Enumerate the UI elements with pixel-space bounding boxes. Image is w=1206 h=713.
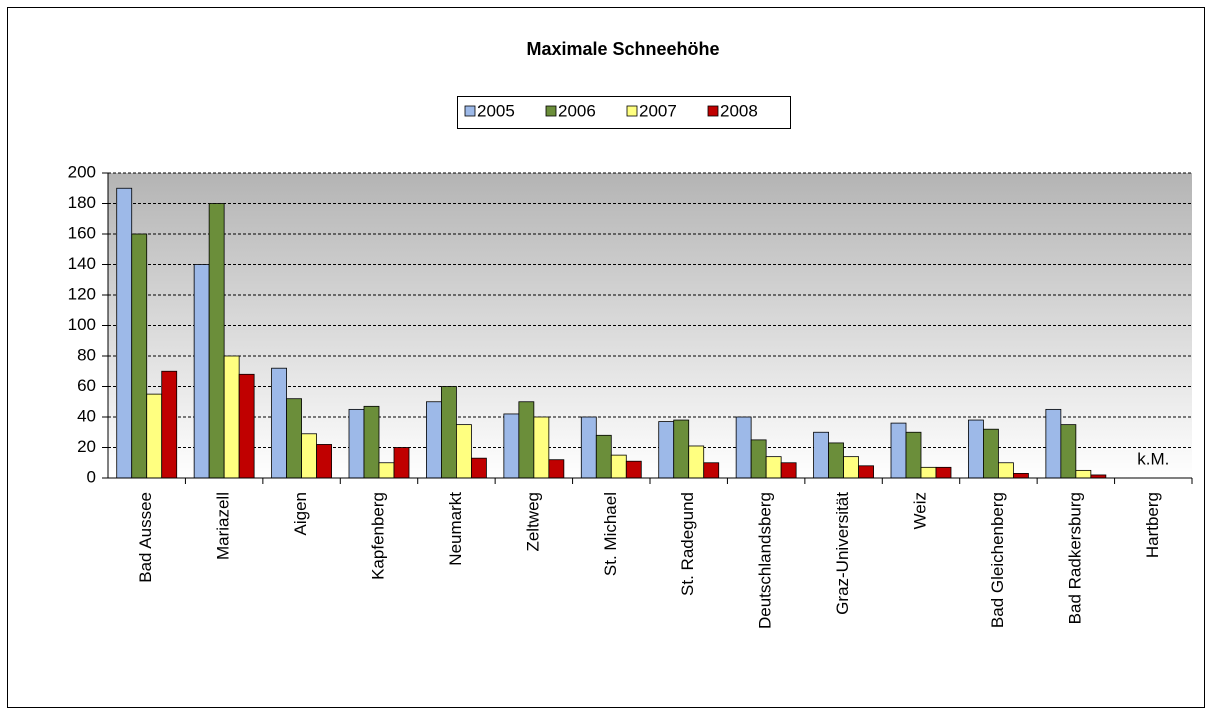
- bar: [735, 416, 752, 479]
- bar: [301, 433, 317, 479]
- x-tick-label: Bad Radkersburg: [1065, 492, 1084, 624]
- bar: [348, 408, 365, 479]
- x-tick-label: Mariazell: [214, 492, 233, 560]
- legend-label: 2005: [477, 101, 515, 120]
- x-tick-label: Aigen: [291, 492, 310, 535]
- bar: [208, 203, 225, 479]
- legend-swatch: [545, 105, 557, 117]
- bar: [780, 462, 797, 479]
- y-tick-label: 120: [68, 284, 96, 303]
- bar: [813, 431, 829, 479]
- annotation: k.M.: [1137, 449, 1169, 468]
- bar: [441, 386, 457, 479]
- bar: [471, 457, 487, 479]
- legend-label: 2006: [558, 101, 596, 120]
- x-tick-label: Graz-Universität: [833, 492, 852, 615]
- bar: [426, 401, 442, 479]
- x-tick-label: Kapfenberg: [368, 492, 387, 580]
- legend-swatch: [626, 105, 638, 117]
- bar: [286, 398, 302, 479]
- x-tick-label: St. Radegund: [678, 492, 697, 596]
- bar: [580, 416, 597, 479]
- bar: [146, 393, 163, 479]
- bar: [378, 462, 395, 479]
- bar: [858, 465, 874, 479]
- y-tick-label: 140: [68, 254, 96, 273]
- x-tick-label: Weiz: [910, 492, 929, 529]
- bar: [223, 355, 240, 479]
- bar: [363, 405, 380, 479]
- y-tick-label: 0: [87, 467, 96, 486]
- bar: [548, 459, 565, 479]
- legend-swatch: [464, 105, 476, 117]
- bar: [1060, 424, 1077, 479]
- bar: [658, 421, 675, 479]
- y-tick-label: 160: [68, 223, 96, 242]
- bar: [703, 462, 720, 479]
- y-tick-label: 100: [68, 315, 96, 334]
- bar: [238, 373, 255, 479]
- bar: [1075, 469, 1092, 479]
- bar: [533, 416, 550, 479]
- bar: [1045, 408, 1062, 479]
- legend-swatch: [707, 105, 719, 117]
- bar: [828, 442, 844, 479]
- bar: [393, 447, 410, 479]
- bar: [595, 434, 612, 479]
- legend-box: [457, 96, 791, 129]
- bar: [456, 424, 472, 479]
- bar: [131, 233, 148, 479]
- bar: [193, 264, 210, 479]
- x-tick-label: Hartberg: [1143, 492, 1162, 558]
- legend-label: 2007: [639, 101, 677, 120]
- x-tick-label: Neumarkt: [446, 492, 465, 566]
- y-tick-label: 200: [68, 162, 96, 181]
- bar: [935, 466, 952, 479]
- x-tick-label: St. Michael: [601, 492, 620, 576]
- bar: [518, 401, 535, 479]
- y-tick-label: 60: [77, 376, 96, 395]
- bar: [765, 456, 782, 479]
- bar: [271, 367, 287, 479]
- bar: [998, 462, 1014, 479]
- bar: [673, 419, 690, 479]
- bar: [625, 460, 642, 479]
- bar: [920, 466, 937, 479]
- chart-title: Maximale Schneehöhe: [526, 39, 719, 59]
- x-tick-label: Deutschlandsberg: [756, 492, 775, 629]
- y-tick-label: 20: [77, 437, 96, 456]
- bar: [968, 419, 984, 479]
- bar: [843, 456, 859, 479]
- bar: [316, 444, 332, 479]
- bar: [983, 428, 999, 479]
- y-tick-label: 180: [68, 193, 96, 212]
- bar: [161, 370, 178, 479]
- bar: [610, 454, 627, 479]
- bar: [116, 187, 133, 479]
- x-tick-label: Bad Gleichenberg: [988, 492, 1007, 628]
- bar: [905, 431, 922, 479]
- y-tick-label: 40: [77, 406, 96, 425]
- bar: [890, 422, 907, 479]
- x-tick-label: Bad Aussee: [136, 492, 155, 583]
- legend-label: 2008: [720, 101, 758, 120]
- x-tick-label: Zeltweg: [523, 492, 542, 552]
- bar: [750, 439, 767, 479]
- bar: [1013, 473, 1029, 479]
- bar: [688, 445, 705, 479]
- bar: [503, 413, 520, 479]
- y-tick-label: 80: [77, 345, 96, 364]
